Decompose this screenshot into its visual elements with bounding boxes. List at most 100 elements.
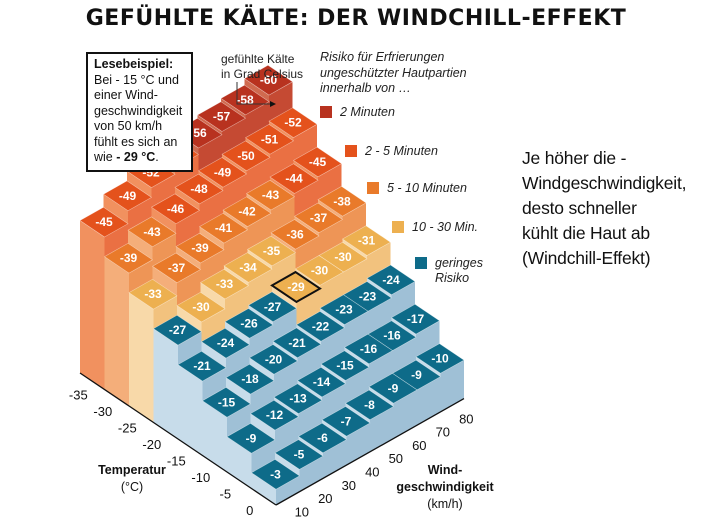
risk-legend-title: Risiko für Erfrierungen ungeschützter Ha… — [320, 50, 467, 97]
legend-label: geringes Risiko — [435, 256, 483, 286]
arrow-head-icon — [270, 101, 276, 107]
cell-top — [343, 333, 394, 365]
cell-value: -16 — [383, 329, 401, 343]
cell-top — [197, 157, 248, 188]
cell-value: -33 — [144, 287, 162, 301]
cell-value: -3 — [270, 467, 281, 481]
pointer-arrow-line — [236, 82, 270, 105]
cell-top — [274, 439, 324, 470]
cell-left-face — [104, 256, 129, 406]
cell-value: -58 — [236, 93, 254, 107]
cell-top — [390, 303, 441, 335]
cell-top — [199, 268, 250, 300]
legend-swatch — [392, 221, 404, 233]
cell-left-face — [80, 220, 105, 390]
cell-value: -9 — [246, 431, 257, 445]
legend-label: 2 Minuten — [340, 105, 395, 119]
explanation-line: (Windchill-Effekt) — [522, 248, 651, 268]
cell-top — [201, 387, 252, 418]
reading-example-line: Bei - 15 °C und — [94, 72, 179, 87]
explanation-text: Je höher die - Windgeschwindigkeit, dest… — [522, 146, 686, 271]
cell-top — [317, 186, 367, 217]
cell-top — [150, 193, 201, 225]
cell-top — [246, 235, 297, 267]
cell-top — [249, 399, 300, 431]
cell-top — [321, 406, 371, 437]
temperature-axis-line — [79, 372, 277, 506]
cell-value: -15 — [218, 395, 236, 409]
cell-right-face — [393, 389, 417, 439]
cell-value: -5 — [294, 448, 305, 462]
legend-item-2-min: 2 Minuten — [320, 105, 395, 120]
cell-top — [152, 314, 203, 346]
cell-top — [293, 202, 344, 234]
cell-value: -7 — [341, 414, 352, 428]
cell-top — [247, 291, 298, 323]
cell-right-face — [323, 439, 347, 479]
cell-top — [319, 294, 369, 325]
cell-value: -16 — [360, 342, 378, 356]
cell-value: -21 — [288, 336, 306, 350]
cell-value: -27 — [264, 300, 282, 314]
felt-temperature-label: gefühlte Kälte in Grad Celsius — [221, 52, 303, 82]
cell-value: -27 — [169, 323, 187, 337]
reading-example-line: wie - 29 °C. — [94, 150, 186, 166]
wind-axis-title: Wind- geschwindigkeit (km/h) — [394, 462, 496, 513]
cell-value: -43 — [143, 225, 161, 239]
cell-value: -9 — [388, 381, 399, 395]
cell-value: -44 — [285, 172, 303, 186]
cell-value: -37 — [310, 211, 328, 225]
cell-value: -18 — [241, 372, 259, 386]
cell-value: -21 — [193, 359, 211, 373]
reading-example-prefix: wie — [94, 150, 117, 164]
cell-value: -30 — [311, 263, 329, 277]
cell-value: -17 — [407, 312, 425, 326]
reading-example-line: geschwindigkeit — [94, 103, 183, 118]
cell-value: -37 — [168, 261, 186, 275]
cell-left-face — [202, 400, 227, 472]
cell-value: -43 — [262, 188, 280, 202]
cell-value: -45 — [95, 215, 113, 229]
cell-value: -9 — [411, 368, 422, 382]
cell-top — [102, 180, 153, 212]
cell-top — [272, 327, 322, 359]
cell-value: -56 — [189, 126, 207, 140]
cell-value: -23 — [335, 303, 353, 317]
reading-example-heading: Lesebeispiel: — [94, 57, 174, 71]
reading-example-value: - 29 °C — [116, 150, 156, 164]
cell-top — [222, 196, 272, 227]
cell-top — [244, 124, 295, 155]
cell-left-face — [129, 292, 154, 423]
cell-top — [294, 255, 345, 286]
cell-top — [273, 383, 323, 414]
legend-label-line: geringes — [435, 256, 483, 270]
cell-value: -41 — [215, 221, 233, 235]
wind-axis-label: geschwindigkeit — [396, 480, 494, 494]
cell-left-face — [251, 472, 276, 505]
cell-value: -39 — [120, 251, 138, 265]
legend-label: 5 - 10 Minuten — [387, 181, 467, 195]
cell-value: -24 — [217, 336, 235, 350]
cell-value: -50 — [237, 149, 255, 163]
cell-left-face — [153, 328, 178, 439]
legend-item-10-30-min: 10 - 30 Min. — [392, 220, 478, 235]
reading-example-suffix: . — [155, 150, 159, 164]
cell-value: -42 — [238, 205, 256, 219]
temperature-axis-label: Temperatur — [98, 463, 166, 477]
cell-top — [243, 64, 294, 96]
cell-top — [198, 212, 249, 244]
wind-tick: 10 — [295, 504, 309, 519]
explanation-line: kühlt die Haut ab — [522, 223, 650, 243]
reading-example-line: fühlt es sich an — [94, 134, 178, 149]
cell-value: -30 — [192, 300, 210, 314]
cell-value: -14 — [313, 375, 331, 389]
legend-swatch — [345, 145, 357, 157]
temperature-tick: -30 — [93, 404, 112, 419]
cell-top — [225, 363, 275, 395]
explanation-line: desto schneller — [522, 198, 637, 218]
cell-top — [268, 107, 318, 138]
cell-value: -57 — [213, 110, 231, 124]
legend-item-5-10-min: 5 - 10 Minuten — [367, 181, 467, 196]
cell-value: -51 — [261, 132, 279, 146]
cell-value: -10 — [431, 351, 449, 365]
